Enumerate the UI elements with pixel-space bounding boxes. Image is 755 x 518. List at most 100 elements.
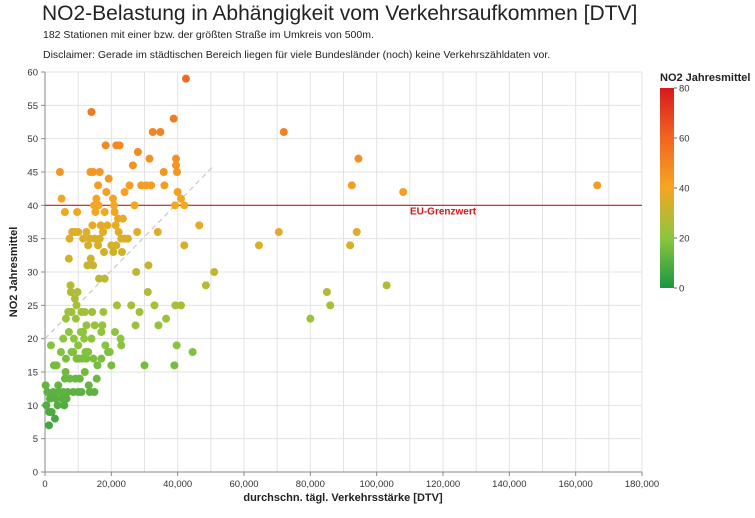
data-point[interactable] xyxy=(176,194,185,203)
data-point[interactable] xyxy=(63,388,72,396)
data-point[interactable] xyxy=(172,161,181,170)
data-point[interactable] xyxy=(100,248,109,256)
data-point[interactable] xyxy=(180,201,189,210)
data-point[interactable] xyxy=(109,201,118,210)
data-point[interactable] xyxy=(59,334,68,343)
data-point[interactable] xyxy=(88,308,97,316)
data-point[interactable] xyxy=(74,228,83,236)
data-point[interactable] xyxy=(99,308,108,316)
data-point[interactable] xyxy=(195,221,204,230)
data-point[interactable] xyxy=(94,181,103,190)
data-point[interactable] xyxy=(69,334,78,343)
data-point[interactable] xyxy=(127,301,136,310)
data-point[interactable] xyxy=(593,181,602,190)
data-point[interactable] xyxy=(67,308,76,316)
data-point[interactable] xyxy=(75,374,84,383)
data-point[interactable] xyxy=(45,394,54,403)
data-point[interactable] xyxy=(143,288,152,296)
data-point[interactable] xyxy=(95,274,104,283)
data-point[interactable] xyxy=(102,188,111,196)
data-point[interactable] xyxy=(93,361,102,370)
data-point[interactable] xyxy=(83,261,92,270)
data-point[interactable] xyxy=(95,168,104,176)
data-point[interactable] xyxy=(346,241,355,250)
data-point[interactable] xyxy=(101,341,110,350)
data-point[interactable] xyxy=(162,314,171,323)
data-point[interactable] xyxy=(100,274,109,283)
data-point[interactable] xyxy=(117,341,126,350)
data-point[interactable] xyxy=(97,328,106,336)
data-point[interactable] xyxy=(92,374,101,383)
data-point[interactable] xyxy=(107,361,116,370)
data-point[interactable] xyxy=(130,201,139,210)
data-point[interactable] xyxy=(70,294,79,303)
data-point[interactable] xyxy=(132,268,141,276)
data-point[interactable] xyxy=(41,381,50,390)
data-point[interactable] xyxy=(133,148,142,156)
data-point[interactable] xyxy=(117,248,126,256)
data-point[interactable] xyxy=(154,321,163,330)
data-point[interactable] xyxy=(84,381,93,390)
data-point[interactable] xyxy=(84,241,93,250)
data-point[interactable] xyxy=(101,141,110,150)
data-point[interactable] xyxy=(133,228,142,236)
data-point[interactable] xyxy=(60,208,69,216)
data-point[interactable] xyxy=(201,281,210,290)
data-point[interactable] xyxy=(210,268,219,276)
data-point[interactable] xyxy=(89,168,98,176)
data-point[interactable] xyxy=(65,374,74,383)
data-point[interactable] xyxy=(170,361,179,370)
data-point[interactable] xyxy=(135,308,144,316)
data-point[interactable] xyxy=(116,334,125,343)
data-point[interactable] xyxy=(89,261,98,270)
data-point[interactable] xyxy=(79,234,88,243)
data-point[interactable] xyxy=(98,321,107,330)
data-point[interactable] xyxy=(74,341,83,350)
data-point[interactable] xyxy=(145,154,154,163)
data-point[interactable] xyxy=(82,228,91,236)
data-point[interactable] xyxy=(84,348,93,356)
data-point[interactable] xyxy=(105,348,114,356)
data-point[interactable] xyxy=(254,241,263,250)
data-point[interactable] xyxy=(112,241,121,250)
data-point[interactable] xyxy=(57,194,66,203)
data-point[interactable] xyxy=(279,128,288,136)
data-point[interactable] xyxy=(173,188,182,196)
data-point[interactable] xyxy=(112,301,121,310)
data-point[interactable] xyxy=(77,388,86,396)
data-point[interactable] xyxy=(108,194,117,203)
data-point[interactable] xyxy=(71,314,80,323)
data-point[interactable] xyxy=(89,354,98,363)
data-point[interactable] xyxy=(160,181,169,190)
data-point[interactable] xyxy=(352,228,361,236)
data-point[interactable] xyxy=(65,234,74,243)
data-point[interactable] xyxy=(118,214,127,223)
data-point[interactable] xyxy=(114,228,123,236)
data-point[interactable] xyxy=(94,241,103,250)
data-point[interactable] xyxy=(73,288,82,296)
data-point[interactable] xyxy=(80,368,89,376)
data-point[interactable] xyxy=(326,301,335,310)
data-point[interactable] xyxy=(61,354,70,363)
data-point[interactable] xyxy=(60,401,69,410)
data-point[interactable] xyxy=(181,74,190,83)
data-point[interactable] xyxy=(90,321,99,330)
data-point[interactable] xyxy=(176,301,185,310)
data-point[interactable] xyxy=(51,394,60,403)
data-point[interactable] xyxy=(64,254,73,263)
data-point[interactable] xyxy=(87,334,96,343)
data-point[interactable] xyxy=(109,248,118,256)
data-point[interactable] xyxy=(53,401,62,410)
data-point[interactable] xyxy=(103,221,112,230)
data-point[interactable] xyxy=(172,341,181,350)
data-point[interactable] xyxy=(80,334,89,343)
data-point[interactable] xyxy=(110,208,119,216)
data-point[interactable] xyxy=(64,328,73,336)
data-point[interactable] xyxy=(73,208,82,216)
data-point[interactable] xyxy=(80,308,89,316)
data-point[interactable] xyxy=(86,254,95,263)
data-point[interactable] xyxy=(322,288,331,296)
data-point[interactable] xyxy=(52,361,61,370)
data-point[interactable] xyxy=(49,388,58,396)
data-point[interactable] xyxy=(42,401,51,410)
